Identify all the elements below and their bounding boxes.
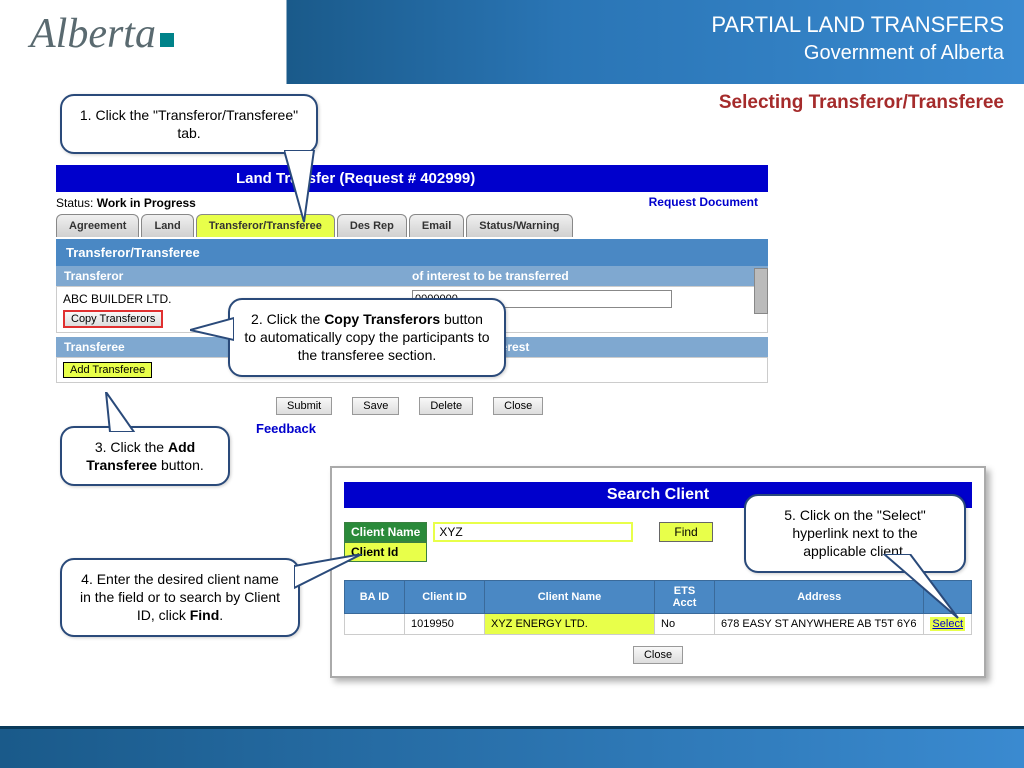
save-button[interactable]: Save bbox=[352, 397, 399, 415]
callout-5-tail-icon bbox=[880, 554, 960, 620]
copy-transferors-button[interactable]: Copy Transferors bbox=[63, 310, 163, 328]
logo-square-icon bbox=[160, 33, 174, 47]
page-subtitle: Selecting Transferor/Transferee bbox=[719, 92, 1004, 114]
header-title: PARTIAL LAND TRANSFERS bbox=[711, 12, 1004, 38]
cell-client-name: XYZ ENERGY LTD. bbox=[485, 614, 655, 635]
callout-2-tail-icon bbox=[190, 316, 234, 346]
tab-bar: Agreement Land Transferor/Transferee Des… bbox=[56, 214, 768, 237]
add-transferee-button[interactable]: Add Transferee bbox=[63, 362, 152, 378]
header: Alberta PARTIAL LAND TRANSFERS Governmen… bbox=[0, 0, 1024, 84]
scrollbar-icon[interactable] bbox=[754, 268, 768, 314]
section-header: Transferor/Transferee bbox=[56, 239, 768, 266]
delete-button[interactable]: Delete bbox=[419, 397, 473, 415]
tab-agreement[interactable]: Agreement bbox=[56, 214, 139, 237]
callout-2: 2. Click the Copy Transferors button to … bbox=[228, 298, 506, 377]
callout-3-tail-icon bbox=[104, 392, 144, 432]
tab-status-warning[interactable]: Status/Warning bbox=[466, 214, 572, 237]
cell-client-id: 1019950 bbox=[405, 614, 485, 635]
submit-button[interactable]: Submit bbox=[276, 397, 332, 415]
tab-email[interactable]: Email bbox=[409, 214, 464, 237]
callout-1: 1. Click the "Transferor/Transferee" tab… bbox=[60, 94, 318, 154]
results-table: BA ID Client ID Client Name ETS Acct Add… bbox=[344, 580, 972, 635]
request-document-link[interactable]: Request Document bbox=[649, 195, 758, 209]
col-client-id: Client ID bbox=[405, 581, 485, 614]
col-client-name: Client Name bbox=[485, 581, 655, 614]
tab-land[interactable]: Land bbox=[141, 214, 193, 237]
client-search-input[interactable] bbox=[433, 522, 633, 542]
callout-1-tail-icon bbox=[284, 150, 324, 230]
label-client-name[interactable]: Client Name bbox=[344, 522, 427, 542]
cell-ets-acct: No bbox=[655, 614, 715, 635]
callout-4-tail-icon bbox=[294, 554, 364, 594]
cell-ba-id bbox=[345, 614, 405, 635]
tab-des-rep[interactable]: Des Rep bbox=[337, 214, 407, 237]
footer-bar bbox=[0, 726, 1024, 768]
callout-3: 3. Click the Add Transferee button. bbox=[60, 426, 230, 486]
close-button[interactable]: Close bbox=[493, 397, 543, 415]
transferor-header: Transferor of interest to be transferred bbox=[56, 266, 768, 286]
logo: Alberta bbox=[30, 10, 174, 58]
find-button[interactable]: Find bbox=[659, 522, 712, 542]
header-subtitle: Government of Alberta bbox=[804, 42, 1004, 65]
col-ets-acct: ETS Acct bbox=[655, 581, 715, 614]
action-row: Submit Save Delete Close bbox=[56, 397, 768, 415]
callout-4: 4. Enter the desired client name in the … bbox=[60, 558, 300, 637]
result-row: 1019950 XYZ ENERGY LTD. No 678 EASY ST A… bbox=[345, 614, 972, 635]
panel-title-bar: Land Transfer (Request # 402999) bbox=[56, 165, 768, 192]
search-close-button[interactable]: Close bbox=[633, 646, 683, 664]
